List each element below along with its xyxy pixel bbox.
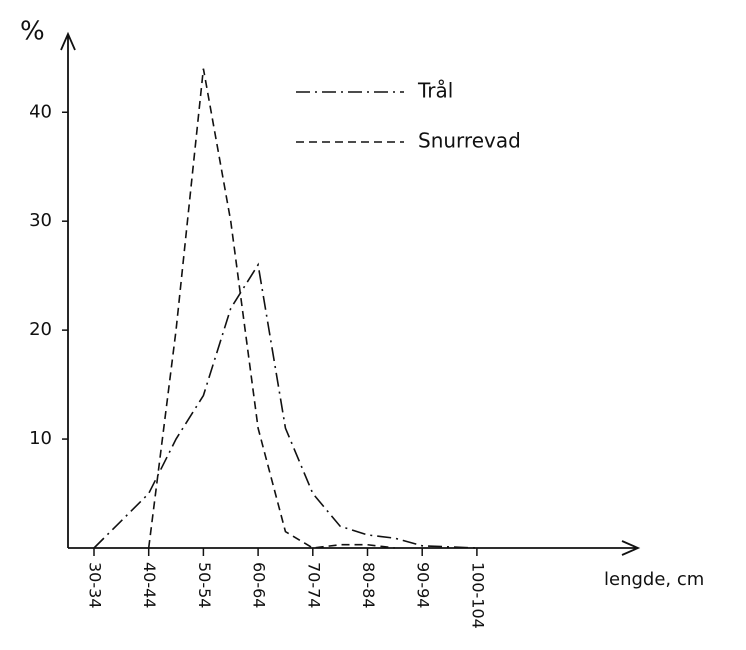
series-line xyxy=(147,68,395,549)
x-axis xyxy=(68,540,641,556)
x-tick-label: 30-34 xyxy=(86,562,105,609)
x-tick-label: 70-74 xyxy=(304,562,323,609)
x-tick-label: 90-94 xyxy=(414,562,433,609)
y-axis-label: % xyxy=(20,17,45,47)
y-tick-label: 20 xyxy=(29,319,52,340)
x-tick-label: 40-44 xyxy=(140,562,159,609)
y-tick-label: 10 xyxy=(29,428,52,449)
x-tick-label: 100-104 xyxy=(468,562,487,629)
x-axis-label: lengde, cm xyxy=(604,569,704,590)
x-tick-label: 60-64 xyxy=(250,562,269,609)
y-tick-label: 40 xyxy=(29,101,52,122)
legend-label: Snurrevad xyxy=(418,129,521,153)
x-tick-label: 50-54 xyxy=(195,562,214,609)
y-tick-label: 30 xyxy=(29,210,52,231)
x-tick-label: 80-84 xyxy=(359,562,378,609)
series-line xyxy=(93,262,477,549)
legend-label: Trål xyxy=(417,79,453,103)
y-axis xyxy=(60,31,76,548)
